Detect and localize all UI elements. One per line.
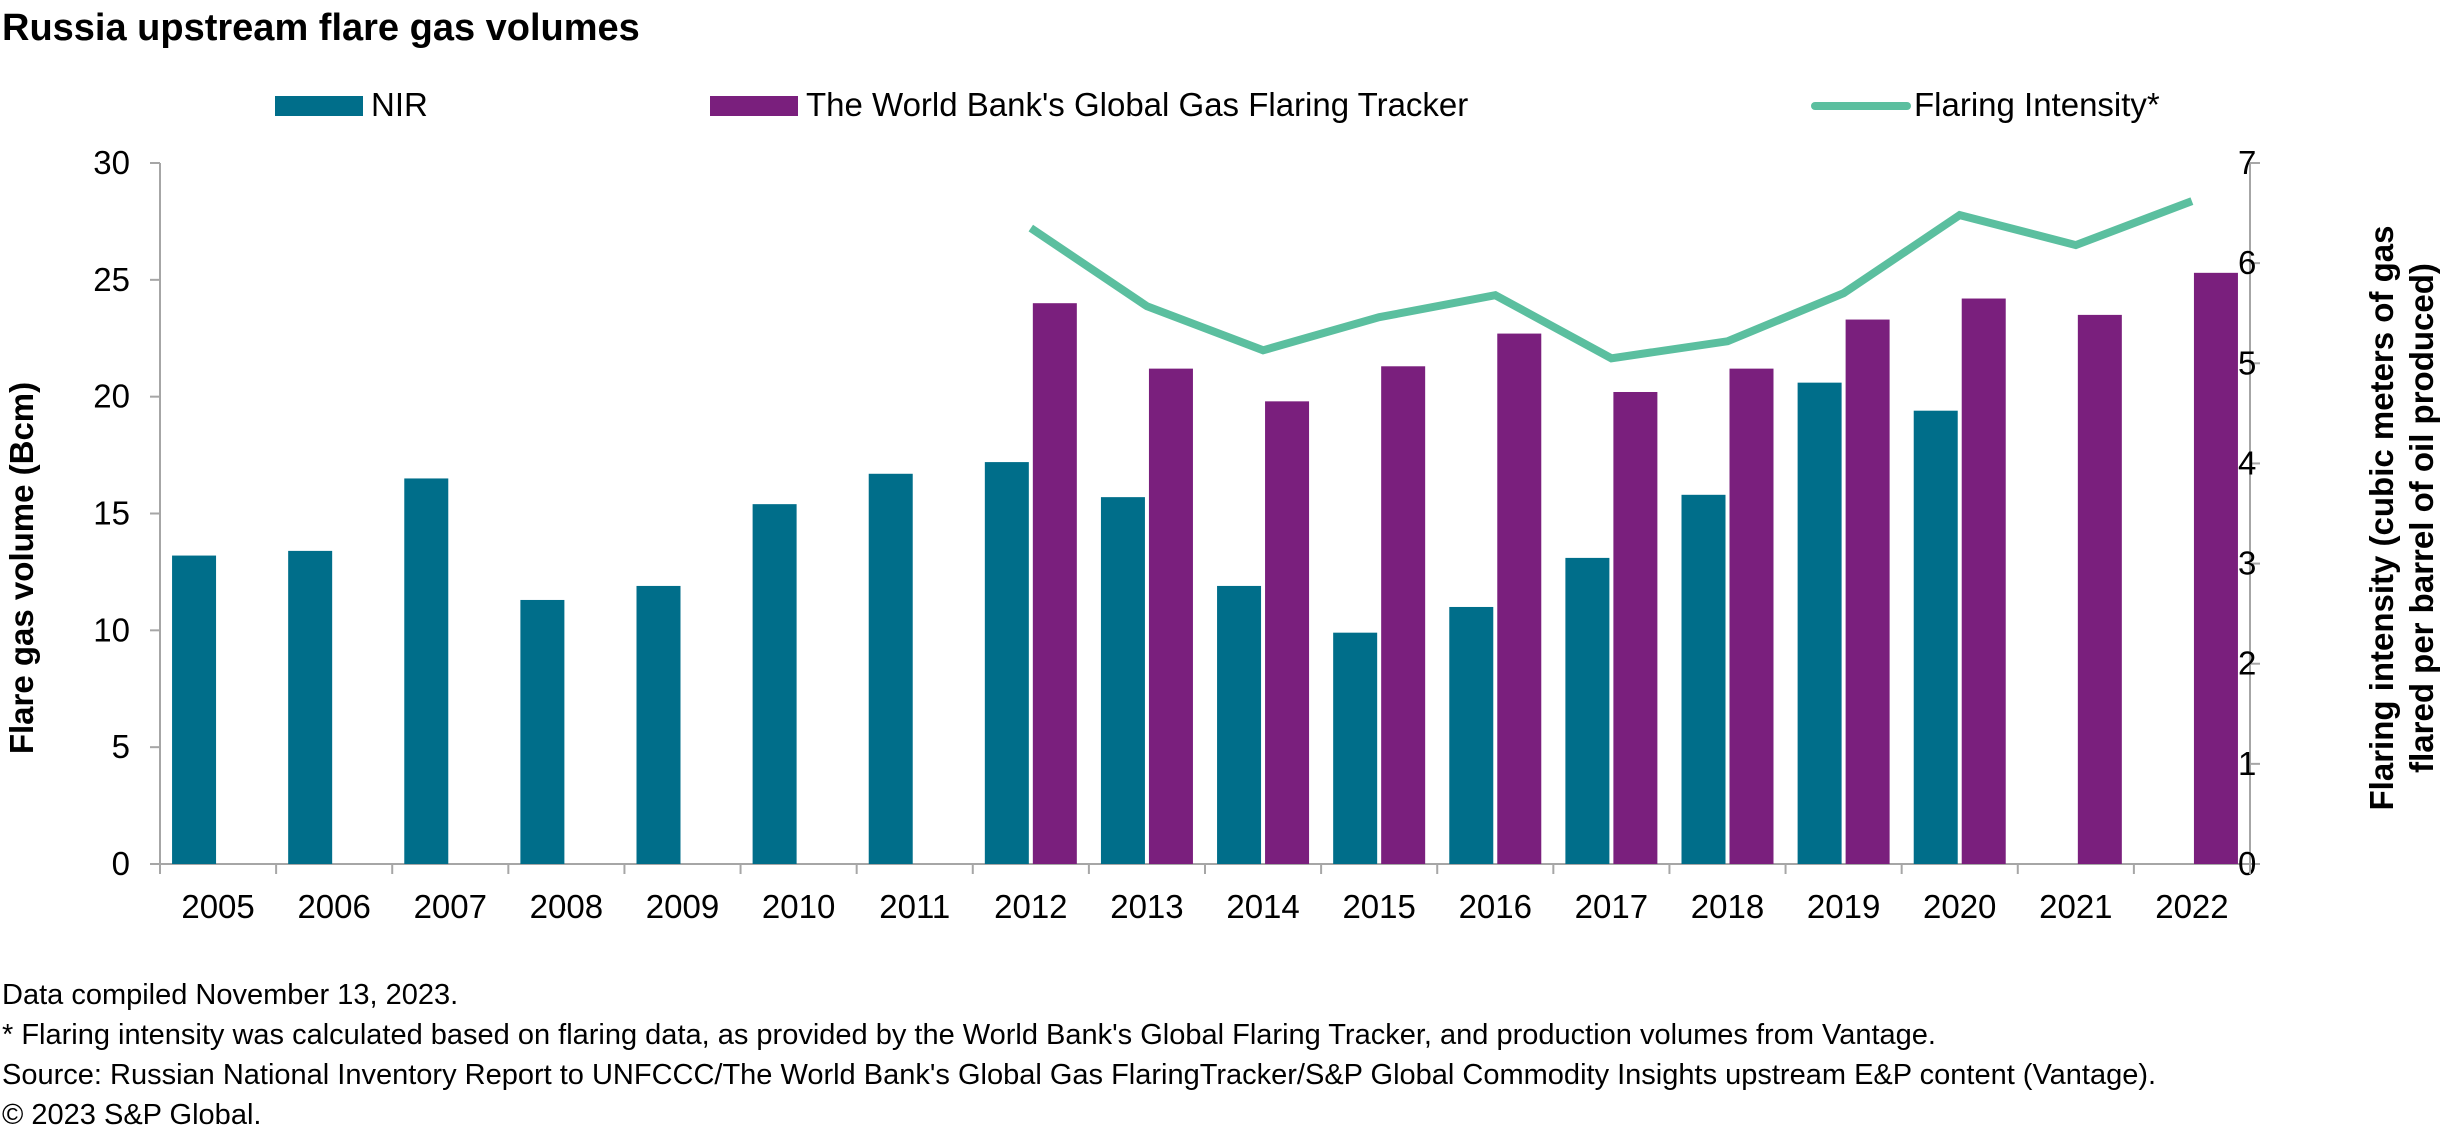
world-bank-bar bbox=[1613, 391, 1658, 864]
x-axis-tick-label: 2016 bbox=[1459, 888, 1532, 925]
x-axis-tick-label: 2011 bbox=[879, 888, 950, 925]
axes: 0 5 10 15 20 25 30 0 1 2 3 4 5 6 7 2005 2006 2007 2008 2009… bbox=[93, 144, 2260, 925]
x-axis-tick-label: 2007 bbox=[414, 888, 487, 925]
x-axis-tick-label: 2013 bbox=[1110, 888, 1183, 925]
x-axis-tick-label: 2017 bbox=[1575, 888, 1648, 925]
left-axis-tick-label: 30 bbox=[93, 144, 130, 181]
nir-bars bbox=[172, 382, 1958, 864]
nir-bar bbox=[984, 462, 1029, 864]
left-axis-tick-label: 25 bbox=[93, 261, 130, 298]
world-bank-bar bbox=[1729, 368, 1774, 864]
nir-bar bbox=[752, 504, 797, 864]
nir-bar bbox=[288, 550, 333, 864]
x-axis-tick-label: 2005 bbox=[181, 888, 254, 925]
x-axis-tick-label: 2014 bbox=[1226, 888, 1299, 925]
world-bank-bar bbox=[1265, 401, 1310, 864]
left-axis-tick-label: 20 bbox=[93, 378, 130, 415]
left-axis-tick-label: 0 bbox=[112, 845, 130, 882]
nir-bar bbox=[868, 473, 913, 864]
world-bank-bar bbox=[2077, 314, 2122, 865]
left-axis-tick-label: 5 bbox=[112, 728, 130, 765]
flaring-intensity-line bbox=[1028, 197, 2194, 363]
x-axis-tick-label: 2021 bbox=[2039, 888, 2112, 925]
world-bank-bars bbox=[1032, 272, 2238, 865]
left-axis-tick-label: 10 bbox=[93, 611, 130, 648]
nir-bar bbox=[520, 599, 565, 864]
right-axis-tick-label: 3 bbox=[2238, 545, 2256, 582]
world-bank-bar bbox=[1497, 333, 1542, 864]
x-axis-tick-label: 2020 bbox=[1923, 888, 1996, 925]
legend-label-world-bank: The World Bank's Global Gas Flaring Trac… bbox=[806, 86, 1468, 123]
chart-notes: Data compiled November 13, 2023. * Flari… bbox=[2, 975, 2156, 1135]
world-bank-bar bbox=[2193, 272, 2238, 864]
nir-bar bbox=[1217, 585, 1262, 864]
legend: NIR The World Bank's Global Gas Flaring T… bbox=[275, 86, 2160, 123]
x-axis-tick-label: 2009 bbox=[646, 888, 719, 925]
x-axis-tick-label: 2022 bbox=[2155, 888, 2228, 925]
x-axis-tick-label: 2018 bbox=[1691, 888, 1764, 925]
legend-label-intensity: Flaring Intensity* bbox=[1914, 86, 2160, 123]
world-bank-bar bbox=[1381, 366, 1426, 864]
footnote: * Flaring intensity was calculated based… bbox=[2, 1019, 1936, 1051]
x-axis-tick-label: 2012 bbox=[994, 888, 1067, 925]
right-axis-tick-label: 1 bbox=[2238, 745, 2256, 782]
x-axis-tick-label: 2008 bbox=[530, 888, 603, 925]
source-note: Source: Russian National Inventory Repor… bbox=[2, 1059, 2157, 1091]
nir-bar bbox=[1913, 410, 1958, 864]
x-axis-tick-label: 2010 bbox=[762, 888, 835, 925]
chart-title: Russia upstream flare gas volumes bbox=[2, 7, 640, 49]
right-axis-tick-label: 2 bbox=[2238, 645, 2256, 682]
nir-bar bbox=[636, 585, 681, 864]
nir-bar bbox=[404, 478, 449, 864]
flaring-intensity-path bbox=[1028, 197, 2194, 363]
compiled-note: Data compiled November 13, 2023. bbox=[2, 979, 459, 1011]
legend-label-nir: NIR bbox=[371, 86, 428, 123]
world-bank-bar bbox=[1032, 303, 1077, 864]
nir-bar bbox=[1449, 606, 1494, 864]
nir-bar bbox=[1797, 382, 1842, 864]
right-axis-tick-label: 5 bbox=[2238, 344, 2256, 381]
right-axis-title-line1: Flaring intensity (cubic meters of gas bbox=[2363, 226, 2400, 811]
world-bank-bar bbox=[1148, 368, 1193, 864]
nir-bar bbox=[1681, 494, 1726, 864]
legend-swatch-world-bank bbox=[710, 96, 798, 116]
x-axis-tick-label: 2015 bbox=[1342, 888, 1415, 925]
world-bank-bar bbox=[1961, 298, 2006, 864]
right-axis-tick-label: 7 bbox=[2238, 144, 2256, 181]
x-axis-tick-label: 2019 bbox=[1807, 888, 1880, 925]
nir-bar bbox=[1565, 557, 1610, 864]
nir-bar bbox=[1100, 497, 1145, 864]
left-axis-tick-label: 15 bbox=[93, 495, 130, 532]
nir-bar bbox=[1333, 632, 1378, 864]
legend-swatch-nir bbox=[275, 96, 363, 116]
world-bank-bar bbox=[1845, 319, 1890, 865]
nir-bar bbox=[172, 555, 217, 864]
x-axis-tick-label: 2006 bbox=[297, 888, 370, 925]
left-axis-title: Flare gas volume (Bcm) bbox=[3, 382, 40, 754]
copyright-note: © 2023 S&P Global. bbox=[2, 1099, 262, 1131]
right-axis-tick-label: 4 bbox=[2238, 444, 2256, 481]
right-axis-tick-label: 0 bbox=[2238, 845, 2256, 882]
right-axis-title-line2: flared per barrel of oil produced) bbox=[2403, 263, 2440, 773]
right-axis-tick-label: 6 bbox=[2238, 244, 2256, 281]
